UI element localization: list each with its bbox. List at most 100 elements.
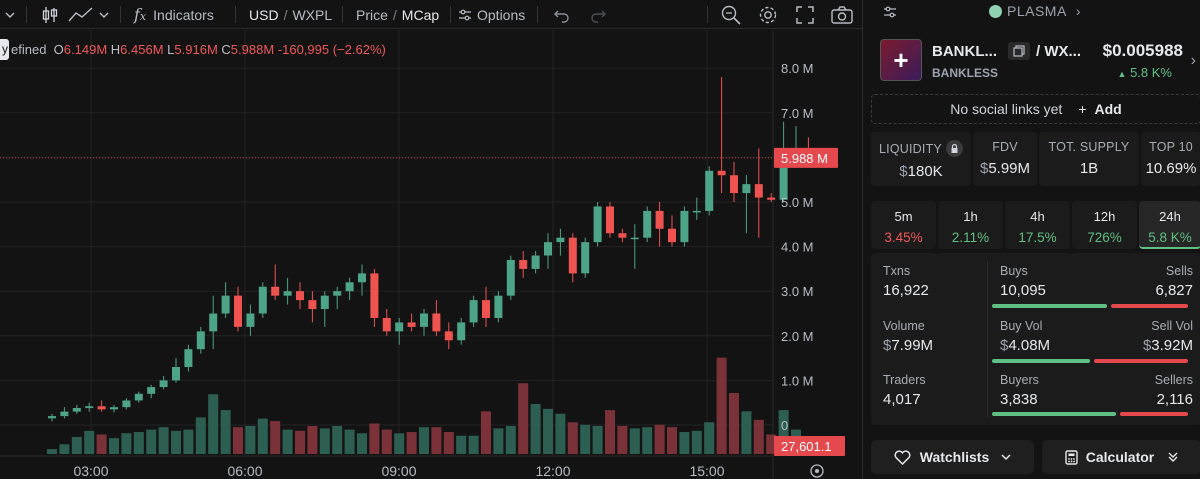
timeframe-tab-1h[interactable]: 1h 2.11% bbox=[938, 201, 1003, 249]
left-tag-text: y bbox=[2, 42, 8, 56]
volume-bar bbox=[468, 435, 479, 454]
chart-panel[interactable]: fx Indicators USD / WXPL Price / MCap Op… bbox=[0, 0, 862, 479]
settings-gear-icon[interactable] bbox=[757, 0, 779, 29]
candle-body bbox=[742, 184, 751, 194]
undo-icon[interactable] bbox=[553, 0, 571, 29]
buy-vol-prefix: $ bbox=[1000, 337, 1009, 354]
currency-toggle[interactable]: USD / WXPL bbox=[249, 0, 332, 29]
reset-scale-icon[interactable] bbox=[810, 464, 824, 478]
price-axis-label: 5.0 M bbox=[781, 195, 814, 210]
volume-bar bbox=[59, 444, 70, 454]
sliders-icon[interactable] bbox=[883, 5, 897, 24]
timeframe-tab-24h[interactable]: 24h 5.8 K% bbox=[1139, 201, 1200, 249]
volume-bar bbox=[543, 408, 553, 454]
volume-bar bbox=[208, 394, 219, 454]
volume-bar bbox=[580, 424, 591, 454]
ohlc-low-key: L bbox=[167, 42, 175, 57]
candle-body bbox=[110, 407, 118, 410]
candle-body bbox=[630, 237, 639, 240]
volume-bar bbox=[394, 433, 405, 454]
candle-body bbox=[618, 233, 627, 238]
volume-bar bbox=[505, 425, 516, 454]
txns-value: 16,922 bbox=[883, 282, 929, 299]
candle-body bbox=[668, 228, 676, 243]
timeframe-label: 1h bbox=[963, 209, 978, 224]
volume-bar bbox=[96, 434, 107, 454]
volume-bar bbox=[282, 429, 293, 454]
stat-value: 1B bbox=[1039, 160, 1139, 177]
candle-body bbox=[184, 349, 193, 368]
stat-label: LIQUIDITY bbox=[871, 140, 971, 157]
up-arrow-icon: ▲ bbox=[1117, 69, 1127, 79]
watchlists-button[interactable]: Watchlists bbox=[871, 440, 1034, 474]
volume-bar bbox=[344, 429, 355, 454]
stat-amount: 5.99M bbox=[988, 160, 1031, 177]
volume-bar bbox=[133, 432, 144, 454]
candle-body bbox=[122, 400, 131, 408]
stat-prefix: $ bbox=[979, 160, 989, 177]
timeframe-change: 726% bbox=[1087, 230, 1122, 245]
buy-vol-label: Buy Vol bbox=[1000, 319, 1043, 333]
traders-value: 4,017 bbox=[883, 391, 921, 408]
chevron-right-icon[interactable]: › bbox=[1190, 52, 1196, 69]
candle-body bbox=[85, 406, 94, 409]
zoom-icon[interactable] bbox=[720, 0, 742, 29]
fullscreen-icon[interactable] bbox=[795, 0, 815, 29]
currency-pair: WXPL bbox=[292, 6, 333, 23]
price-mcap-toggle[interactable]: Price / MCap bbox=[356, 0, 439, 29]
volume-bar bbox=[567, 422, 578, 454]
volume-bar bbox=[245, 425, 256, 454]
timeframe-label: 24h bbox=[1159, 209, 1181, 224]
candle-body bbox=[544, 242, 552, 256]
volume-bar bbox=[381, 429, 392, 454]
candle-body bbox=[506, 259, 515, 296]
volume-bar bbox=[270, 421, 281, 454]
timeframe-tab-12h[interactable]: 12h 726% bbox=[1072, 201, 1137, 249]
timeframe-change: 17.5% bbox=[1018, 230, 1057, 245]
sells-label: Sells bbox=[1165, 264, 1193, 278]
candle-body bbox=[556, 237, 565, 243]
ohlc-open-value: 6.149M bbox=[63, 42, 108, 57]
volume-bar bbox=[704, 422, 715, 454]
volume-bar bbox=[555, 413, 566, 454]
sells-value: 6,827 bbox=[1155, 282, 1193, 299]
copy-icon[interactable] bbox=[1008, 42, 1030, 60]
candle-body bbox=[395, 322, 404, 332]
sell-vol-label: Sell Vol bbox=[1151, 319, 1193, 333]
volume-prefix: $ bbox=[883, 337, 892, 354]
candle-body bbox=[196, 331, 205, 350]
timeframe-tab-5m[interactable]: 5m 3.45% bbox=[871, 201, 936, 249]
traders-label: Traders bbox=[883, 373, 926, 387]
candle-body bbox=[643, 210, 652, 238]
candle-body bbox=[246, 313, 255, 327]
volume-bar bbox=[716, 357, 727, 454]
buy-vol-amount: 4.08M bbox=[1008, 337, 1051, 354]
candlestick-icon[interactable] bbox=[40, 0, 60, 29]
sliders-icon bbox=[458, 8, 472, 22]
redo-icon[interactable] bbox=[589, 0, 607, 29]
add-social-button[interactable]: + Add bbox=[1078, 101, 1121, 117]
buys-label: Buys bbox=[1000, 264, 1028, 278]
volume-bar bbox=[691, 430, 702, 454]
double-chevron-down-icon bbox=[1168, 451, 1178, 463]
timeframe-tab-4h[interactable]: 4h 17.5% bbox=[1005, 201, 1070, 249]
token-price: $0.005988 bbox=[1102, 41, 1183, 60]
indicators-label: Indicators bbox=[153, 6, 214, 23]
candlestick-chart[interactable]: 8.0 M7.0 M6.0 M5.0 M4.0 M3.0 M2.0 M1.0 M… bbox=[0, 30, 862, 479]
candle-body bbox=[72, 408, 81, 412]
network-link[interactable]: PLASMA › bbox=[989, 3, 1080, 19]
calculator-label: Calculator bbox=[1085, 449, 1155, 465]
token-symbol[interactable]: BANKL... bbox=[932, 43, 997, 60]
chevron-down-icon[interactable] bbox=[98, 0, 110, 29]
options-button[interactable]: Options bbox=[458, 0, 525, 29]
camera-icon[interactable] bbox=[830, 0, 854, 29]
chevron-down-icon bbox=[1001, 453, 1011, 461]
chevron-down-icon[interactable] bbox=[4, 0, 16, 29]
volume-bar bbox=[642, 427, 653, 454]
calculator-button[interactable]: Calculator bbox=[1042, 440, 1200, 474]
ohlc-low-value: 5.916M bbox=[174, 42, 218, 57]
candle-body bbox=[296, 291, 304, 301]
indicators-button[interactable]: fx Indicators bbox=[134, 0, 214, 29]
txns-label: Txns bbox=[883, 264, 911, 278]
line-chart-icon[interactable] bbox=[68, 0, 94, 29]
